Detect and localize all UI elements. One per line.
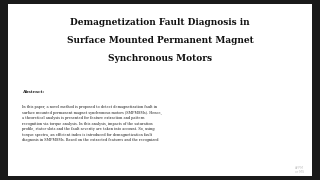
Text: In this paper, a novel method is proposed to detect demagnetization fault in
sur: In this paper, a novel method is propose… — [22, 105, 162, 142]
Text: Demagnetization Fault Diagnosis in: Demagnetization Fault Diagnosis in — [70, 18, 250, 27]
Text: Abstract:: Abstract: — [22, 90, 45, 94]
Text: Surface Mounted Permanent Magnet: Surface Mounted Permanent Magnet — [67, 36, 253, 45]
Text: Synchronous Motors: Synchronous Motors — [108, 54, 212, 63]
FancyBboxPatch shape — [8, 4, 312, 176]
Text: AFPM
or MS: AFPM or MS — [295, 166, 304, 174]
